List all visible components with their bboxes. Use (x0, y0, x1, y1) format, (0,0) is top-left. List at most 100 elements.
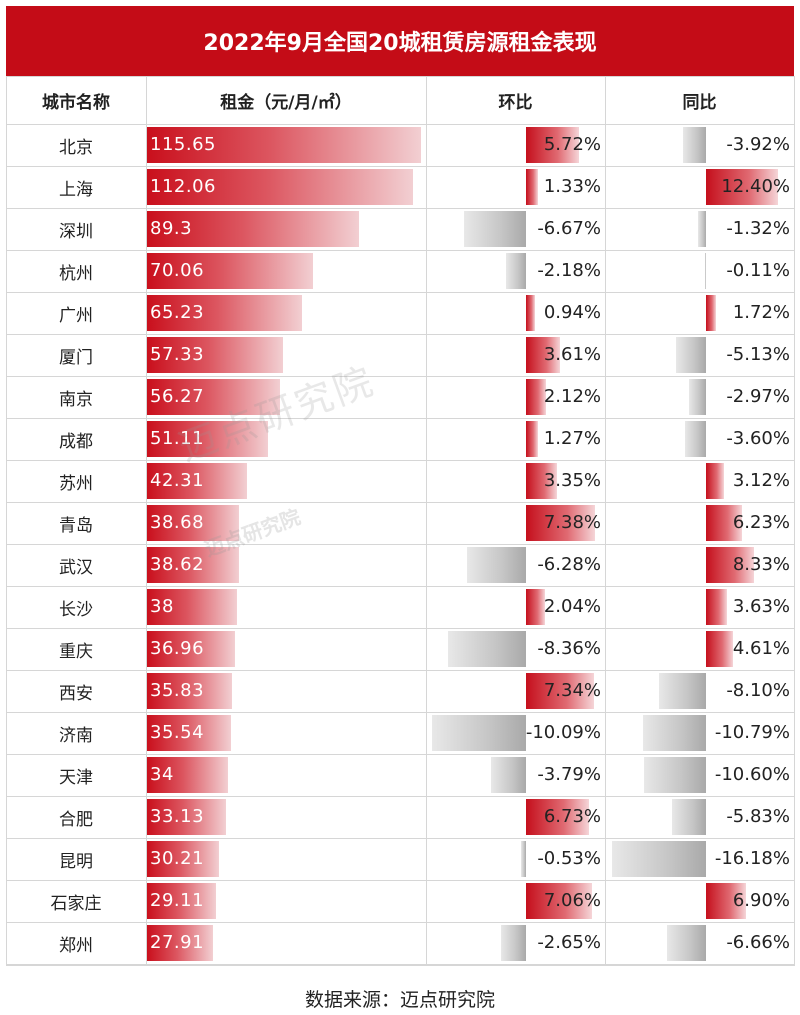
mom-value: 7.38% (543, 512, 601, 533)
rent-bar (147, 379, 281, 415)
table-row: 青岛 38.68 7.38% 6.23% (6, 502, 794, 544)
grid-line-h (6, 712, 794, 713)
rent-bar (147, 715, 232, 751)
rent-value: 89.3 (150, 218, 193, 239)
grid-line-h (6, 838, 794, 839)
grid-line-h (6, 166, 794, 167)
yoy-value: 6.90% (732, 890, 790, 911)
rent-cell: 89.3 (146, 208, 426, 250)
table-row: 昆明 30.21 -0.53% -16.18% (6, 838, 794, 880)
yoy-cell: -10.79% (605, 712, 794, 754)
yoy-bar (612, 841, 706, 877)
table-row: 合肥 33.13 6.73% -5.83% (6, 796, 794, 838)
rent-cell: 35.83 (146, 670, 426, 712)
yoy-value: 4.61% (732, 638, 790, 659)
mom-cell: 7.34% (426, 670, 605, 712)
mom-cell: -2.65% (426, 922, 605, 964)
mom-cell: -3.79% (426, 754, 605, 796)
city-name: 石家庄 (50, 893, 102, 914)
rent-cell: 42.31 (146, 460, 426, 502)
city-name: 上海 (59, 179, 93, 200)
mom-bar (448, 631, 526, 667)
city-name: 合肥 (59, 809, 93, 830)
yoy-cell: 4.61% (605, 628, 794, 670)
rent-value: 70.06 (150, 260, 205, 281)
mom-cell: 6.73% (426, 796, 605, 838)
rent-cell: 27.91 (146, 922, 426, 964)
yoy-bar (698, 211, 706, 247)
rent-cell: 56.27 (146, 376, 426, 418)
yoy-bar (658, 673, 706, 709)
yoy-bar (706, 589, 728, 625)
rent-bar (147, 421, 269, 457)
header-city: 城市名称 (42, 92, 110, 113)
rent-cell: 36.96 (146, 628, 426, 670)
yoy-value: -10.60% (714, 764, 790, 785)
rent-bar (147, 757, 228, 793)
mom-value: 3.35% (543, 470, 601, 491)
yoy-cell: 6.23% (605, 502, 794, 544)
mom-cell: 7.06% (426, 880, 605, 922)
mom-bar (463, 211, 526, 247)
yoy-bar (667, 925, 706, 961)
yoy-value: 1.72% (732, 302, 790, 323)
mom-value: 3.61% (543, 344, 601, 365)
mom-cell: -0.53% (426, 838, 605, 880)
mom-cell: -10.09% (426, 712, 605, 754)
yoy-bar (685, 421, 706, 457)
header-mom: 环比 (498, 92, 533, 113)
yoy-bar (706, 295, 716, 331)
rent-bar (147, 631, 235, 667)
mom-value: -2.65% (537, 932, 601, 953)
rent-value: 34 (150, 764, 174, 785)
grid-line-h (6, 880, 794, 881)
table-row: 石家庄 29.11 7.06% 6.90% (6, 880, 794, 922)
grid-line-h (6, 208, 794, 209)
rent-value: 57.33 (150, 344, 205, 365)
grid-line-h (6, 76, 794, 77)
yoy-cell: 12.40% (605, 166, 794, 208)
yoy-bar (676, 337, 706, 373)
table-row: 天津 34 -3.79% -10.60% (6, 754, 794, 796)
rent-value: 27.91 (150, 932, 205, 953)
yoy-value: -5.13% (726, 344, 790, 365)
yoy-cell: -10.60% (605, 754, 794, 796)
city-name: 杭州 (59, 263, 93, 284)
city-name: 长沙 (59, 599, 93, 620)
mom-cell: 5.72% (426, 124, 605, 166)
table-row: 厦门 57.33 3.61% -5.13% (6, 334, 794, 376)
mom-value: 7.34% (543, 680, 601, 701)
rent-bar (147, 799, 226, 835)
mom-value: 5.72% (543, 134, 601, 155)
table-row: 杭州 70.06 -2.18% -0.11% (6, 250, 794, 292)
yoy-bar (706, 547, 755, 583)
city-name: 深圳 (59, 221, 93, 242)
mom-value: 1.27% (543, 428, 601, 449)
table-row: 重庆 36.96 -8.36% 4.61% (6, 628, 794, 670)
mom-cell: 7.38% (426, 502, 605, 544)
rent-value: 35.83 (150, 680, 205, 701)
header-rent: 租金（元/月/㎡） (220, 92, 352, 113)
grid-line-h (6, 418, 794, 419)
grid-line-h (6, 586, 794, 587)
rent-bar (147, 127, 422, 163)
rent-cell: 51.11 (146, 418, 426, 460)
rent-bar (147, 253, 314, 289)
grid-line-v (426, 76, 427, 966)
rent-cell: 35.54 (146, 712, 426, 754)
yoy-cell: -0.11% (605, 250, 794, 292)
yoy-cell: -6.66% (605, 922, 794, 964)
yoy-bar (683, 127, 706, 163)
table-row: 南京 56.27 2.12% -2.97% (6, 376, 794, 418)
mom-bar (501, 925, 526, 961)
mom-cell: 1.27% (426, 418, 605, 460)
mom-value: -6.67% (537, 218, 601, 239)
yoy-cell: -16.18% (605, 838, 794, 880)
city-name: 重庆 (59, 641, 93, 662)
yoy-value: -3.92% (726, 134, 790, 155)
table-row: 武汉 38.62 -6.28% 8.33% (6, 544, 794, 586)
city-name: 成都 (59, 431, 93, 452)
city-name: 广州 (59, 305, 93, 326)
mom-value: 2.12% (543, 386, 601, 407)
yoy-cell: 1.72% (605, 292, 794, 334)
